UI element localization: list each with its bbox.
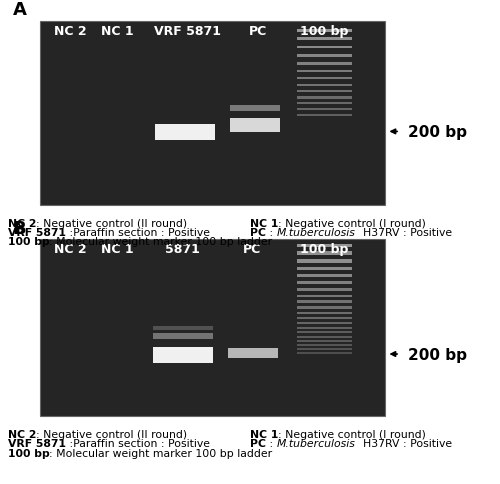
Text: VRF 5871: VRF 5871 [8,227,66,238]
Text: 200 bp: 200 bp [408,125,467,139]
Bar [296,91,352,93]
Text: 100 bp: Molecular weight marker 100 bp ladder: 100 bp: Molecular weight marker 100 bp l… [8,237,269,247]
Text: NC 2: NC 2 [8,218,36,228]
Bar [296,282,352,285]
Bar [296,63,352,66]
Text: PC: PC [244,243,262,256]
Text: PC: PC [250,439,266,449]
Text: PC: PC [248,25,266,38]
Bar [296,275,352,278]
Bar [296,55,352,58]
Bar [296,348,352,350]
Bar [296,46,352,49]
Text: H37RV : Positive: H37RV : Positive [356,227,452,238]
Bar [296,109,352,111]
Text: NC 1: NC 1 [250,218,278,228]
Text: : Negative control (I round): : Negative control (I round) [278,429,426,439]
Text: : Negative control (II round): : Negative control (II round) [36,218,187,228]
Text: PC: PC [250,227,266,238]
Bar [230,119,280,133]
Bar [296,244,352,248]
Bar [296,30,352,33]
Bar [296,259,352,263]
Text: VRF 5871: VRF 5871 [154,25,221,38]
Text: 100 bp: 100 bp [300,243,348,256]
Text: : Molecular weight marker 100 bp ladder: : Molecular weight marker 100 bp ladder [49,448,272,458]
Bar [296,336,352,338]
Bar [296,268,352,271]
Bar [228,348,278,359]
Text: 100 bp: 100 bp [8,237,49,247]
Bar [296,340,352,342]
Text: VRF 5871 :Paraffin section : Positive: VRF 5871 :Paraffin section : Positive [8,227,204,238]
Bar [296,344,352,346]
Text: NC 2: NC 2 [54,25,86,38]
Bar [296,70,352,73]
Text: :Paraffin section : Positive: :Paraffin section : Positive [66,227,210,238]
Bar [296,103,352,105]
Text: NC 2: NC 2 [8,429,36,439]
Text: A: A [12,1,26,19]
Text: B: B [12,219,26,237]
Bar [296,288,352,291]
Bar [296,252,352,256]
Text: NC 1: NC 1 [101,25,134,38]
Bar [230,106,280,112]
Bar [296,78,352,80]
Bar [296,352,352,354]
Text: 5871: 5871 [165,243,200,256]
Text: 100 bp: 100 bp [300,25,348,38]
Text: M.tuberculosis: M.tuberculosis [276,439,355,449]
Text: 200 bp: 200 bp [408,347,467,362]
Bar [296,115,352,117]
Text: NC 2: Negative control (II round): NC 2: Negative control (II round) [8,429,185,439]
Bar [296,301,352,303]
Bar [152,326,212,330]
Bar [40,22,385,206]
Text: 100 bp: Molecular weight marker 100 bp ladder: 100 bp: Molecular weight marker 100 bp l… [8,448,269,458]
Text: NC 1: NC 1 [101,243,134,256]
Bar [296,318,352,319]
Bar [152,333,212,340]
Bar [296,295,352,297]
Bar [296,332,352,333]
Text: :: : [266,439,276,449]
Text: NC 2: NC 2 [54,243,86,256]
Bar [296,307,352,309]
Text: NC 2: Negative control (II round): NC 2: Negative control (II round) [8,218,185,228]
Bar [296,38,352,42]
Bar [296,327,352,329]
Text: :Paraffin section : Positive: :Paraffin section : Positive [66,439,210,449]
Text: :: : [266,227,276,238]
Text: VRF 5871 :Paraffin section : Positive: VRF 5871 :Paraffin section : Positive [8,439,204,449]
Text: VRF 5871: VRF 5871 [8,439,66,449]
Text: M.tuberculosis: M.tuberculosis [276,227,355,238]
Bar [152,348,212,364]
Bar [296,312,352,315]
Bar [296,85,352,87]
Text: : Molecular weight marker 100 bp ladder: : Molecular weight marker 100 bp ladder [49,237,272,247]
Bar [296,322,352,324]
Bar [155,125,215,141]
Text: 100 bp: 100 bp [8,448,49,458]
Text: NC 1: NC 1 [250,429,278,439]
Bar [40,240,385,416]
Bar [296,97,352,100]
Text: H37RV : Positive: H37RV : Positive [356,439,452,449]
Text: : Negative control (II round): : Negative control (II round) [36,429,187,439]
Text: : Negative control (I round): : Negative control (I round) [278,218,426,228]
